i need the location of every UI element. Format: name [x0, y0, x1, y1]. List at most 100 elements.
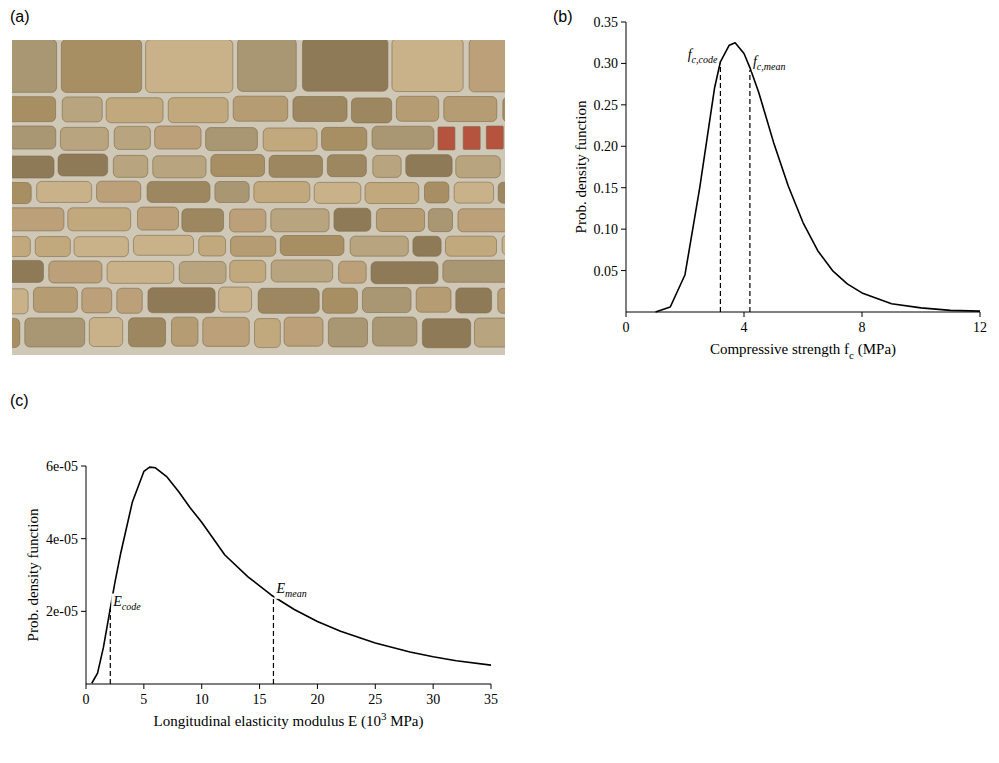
- x-axis: [86, 684, 491, 685]
- brick: [486, 126, 503, 149]
- stone: [12, 237, 30, 257]
- annotation-label: Emean: [275, 581, 306, 599]
- stone: [74, 237, 128, 257]
- stone: [458, 209, 505, 232]
- annotation-line: [720, 63, 721, 312]
- y-tick: [621, 229, 626, 230]
- text-part: MPa): [386, 713, 423, 730]
- stone: [97, 181, 141, 202]
- stone: [172, 317, 198, 346]
- y-tick: [81, 538, 86, 539]
- text-part: Prob. density function: [573, 100, 589, 233]
- x-tick-label: 5: [140, 692, 147, 707]
- y-tick: [621, 270, 626, 271]
- stone: [322, 127, 367, 150]
- y-tick-label: 0.05: [594, 264, 619, 279]
- stone: [148, 288, 215, 313]
- stone: [454, 182, 493, 203]
- y-tick-label: 4e-05: [46, 532, 78, 547]
- stone: [263, 128, 317, 151]
- x-tick: [744, 312, 745, 317]
- x-tick-label: 0: [83, 692, 90, 707]
- stone: [82, 288, 112, 313]
- stone: [60, 127, 108, 150]
- stone: [328, 318, 367, 347]
- text-part: code: [122, 601, 141, 612]
- stone: [443, 260, 505, 282]
- stone: [233, 96, 288, 121]
- x-tick-label: 0: [623, 320, 630, 335]
- stone: [373, 317, 417, 346]
- stone: [258, 288, 319, 313]
- stone: [117, 288, 142, 313]
- x-tick-label: 8: [859, 320, 866, 335]
- y-tick-label: 0.15: [594, 181, 619, 196]
- brick: [463, 126, 480, 149]
- stone: [33, 287, 77, 312]
- stone: [168, 98, 228, 123]
- stone: [58, 154, 108, 176]
- stone: [107, 261, 174, 283]
- chart-panel: (c)051015202530352e-054e-056e-05Longitud…: [10, 392, 498, 730]
- plot-area: [656, 43, 981, 312]
- label-patch: [752, 54, 787, 72]
- plot-area: [92, 467, 491, 684]
- stone: [456, 288, 492, 313]
- stone: [373, 155, 401, 177]
- stone: [396, 96, 438, 121]
- y-axis-title: Prob. density function: [573, 100, 589, 233]
- stone: [106, 98, 163, 123]
- x-tick: [433, 684, 434, 689]
- label-patch: [274, 581, 307, 599]
- panel-label: (b): [553, 8, 573, 25]
- stone: [12, 126, 56, 149]
- stone: [61, 40, 141, 92]
- chart-panel: (b)048120.050.100.150.200.250.300.35Comp…: [553, 8, 987, 361]
- y-axis: [626, 22, 627, 312]
- stone: [114, 126, 150, 149]
- stone: [203, 317, 249, 346]
- y-tick: [81, 611, 86, 612]
- photo-panel: (a): [0, 8, 562, 355]
- density-curve: [92, 467, 491, 683]
- x-tick-label: 12: [973, 320, 987, 335]
- stone: [146, 40, 233, 93]
- y-tick-label: 0.30: [594, 56, 619, 71]
- text-part: mean: [285, 588, 307, 599]
- stone: [271, 209, 329, 232]
- x-tick-label: 20: [310, 692, 324, 707]
- x-tick: [491, 684, 492, 689]
- stone: [49, 261, 102, 283]
- x-tick: [259, 684, 260, 689]
- stone: [25, 318, 85, 347]
- text-part: c,code: [692, 54, 718, 65]
- y-tick-label: 0.35: [594, 15, 619, 30]
- stone: [351, 98, 391, 123]
- y-tick: [621, 104, 626, 105]
- panel-label: (a): [10, 8, 30, 25]
- x-tick: [143, 684, 144, 689]
- stone: [254, 182, 310, 203]
- annotation-label: fc,code: [688, 47, 718, 65]
- x-axis-title: Compressive strength fc (MPa): [710, 341, 896, 361]
- x-tick-label: 4: [741, 320, 748, 335]
- stone: [365, 183, 419, 204]
- stone: [128, 318, 165, 347]
- stone: [425, 182, 449, 203]
- stone: [238, 40, 297, 91]
- y-tick-label: 2e-05: [46, 604, 78, 619]
- stone: [444, 97, 497, 122]
- y-tick: [621, 22, 626, 23]
- x-tick-label: 35: [484, 692, 498, 707]
- y-tick-label: 0.20: [594, 139, 619, 154]
- annotations: fc,codefc,mean: [687, 47, 787, 72]
- text-part: E: [112, 594, 122, 609]
- stone: [334, 208, 371, 231]
- stone: [502, 235, 505, 255]
- stone: [12, 208, 64, 231]
- x-tick-label: 30: [426, 692, 440, 707]
- x-tick: [86, 684, 87, 689]
- text-part: E: [275, 581, 285, 596]
- stone: [445, 236, 496, 256]
- stone: [12, 183, 31, 204]
